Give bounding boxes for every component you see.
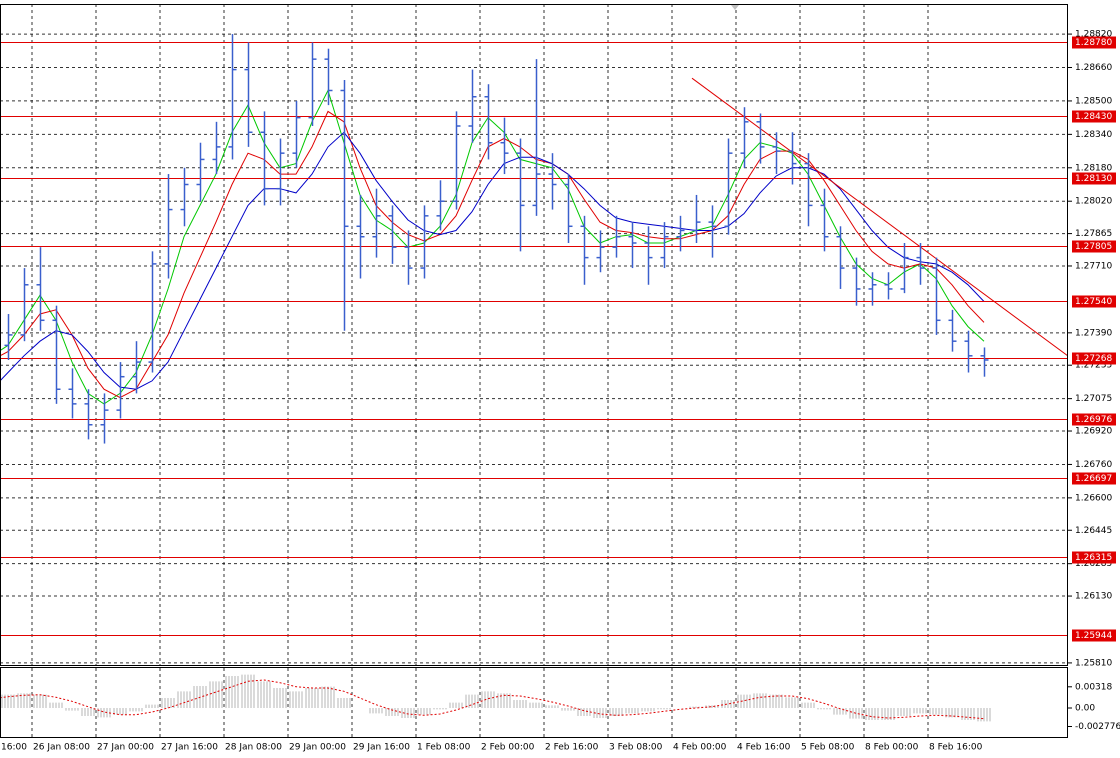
y-tick-label: 1.27235 xyxy=(1075,361,1112,371)
trend-line xyxy=(691,77,1068,357)
y-tick-label: 1.27390 xyxy=(1075,328,1112,338)
level-label-box xyxy=(1072,110,1116,123)
y-tick-label: 1.26600 xyxy=(1075,493,1112,503)
x-tick-label: 2 Feb 16:00 xyxy=(545,743,599,753)
price-panel xyxy=(0,4,1068,665)
osc-y-tick-label: 0.00318 xyxy=(1075,682,1112,692)
level-label: 1.26697 xyxy=(1075,474,1112,484)
x-tick-label: 27 Jan 16:00 xyxy=(161,743,218,753)
axes: 1.28820 1.28660 1.28500 1.28340 1.28180 1.280… xyxy=(1,30,1120,753)
x-tick-label: 16:00 xyxy=(1,743,27,753)
x-tick-label: 8 Feb 16:00 xyxy=(929,743,983,753)
x-tick-label: 4 Feb 16:00 xyxy=(737,743,791,753)
level-label: 1.26976 xyxy=(1075,415,1112,425)
osc-y-tick-label: 0.00 xyxy=(1075,704,1095,714)
x-tick-label: 1 Feb 08:00 xyxy=(417,743,471,753)
y-tick-label: 1.26920 xyxy=(1075,427,1112,437)
y-tick-label: 1.27075 xyxy=(1075,394,1112,404)
level-label-box xyxy=(1072,352,1116,365)
level-label-box xyxy=(1072,36,1116,49)
y-tick-label: 1.26445 xyxy=(1075,526,1112,536)
x-tick-label: 26 Jan 08:00 xyxy=(33,743,90,753)
x-tick-label: 29 Jan 16:00 xyxy=(353,743,410,753)
y-tick-label: 1.28020 xyxy=(1075,197,1112,207)
moving-average-line xyxy=(0,89,985,405)
x-tick-label: 4 Feb 00:00 xyxy=(673,743,727,753)
y-tick-label: 1.27865 xyxy=(1075,229,1112,239)
shift-marker xyxy=(731,5,739,10)
oscillator-panel xyxy=(0,668,991,738)
level-label-box xyxy=(1072,551,1116,564)
x-tick-label: 3 Feb 08:00 xyxy=(609,743,663,753)
level-label-box xyxy=(1072,240,1116,253)
y-tick-label: 1.26285 xyxy=(1075,559,1112,569)
y-tick-label: 1.27710 xyxy=(1075,261,1112,271)
y-tick-label: 1.26130 xyxy=(1075,592,1112,602)
level-label: 1.26315 xyxy=(1075,553,1112,563)
level-label: 1.25944 xyxy=(1075,631,1112,641)
y-tick-label: 1.28340 xyxy=(1075,130,1112,140)
level-label: 1.27268 xyxy=(1075,354,1112,364)
level-label: 1.28130 xyxy=(1075,174,1112,184)
y-tick-label: 1.26760 xyxy=(1075,460,1112,470)
x-tick-label: 8 Feb 00:00 xyxy=(865,743,919,753)
y-tick-label: 1.28500 xyxy=(1075,96,1112,106)
level-label: 1.28780 xyxy=(1075,38,1112,48)
x-tick-label: 27 Jan 00:00 xyxy=(97,743,154,753)
x-tick-label: 5 Feb 08:00 xyxy=(801,743,855,753)
osc-y-tick-label: -0.002776 xyxy=(1075,722,1120,732)
level-label: 1.28430 xyxy=(1075,112,1112,122)
signal-line xyxy=(0,679,985,720)
price-frame xyxy=(0,4,1068,666)
y-tick-label: 1.28660 xyxy=(1075,63,1112,73)
level-label-box xyxy=(1072,172,1116,185)
level-label-box xyxy=(1072,413,1116,426)
x-tick-label: 28 Jan 08:00 xyxy=(225,743,282,753)
y-tick-label: 1.25810 xyxy=(1075,658,1112,668)
y-tick-label: 1.28180 xyxy=(1075,163,1112,173)
level-label: 1.27540 xyxy=(1075,297,1112,307)
oscillator-frame xyxy=(0,667,1068,738)
x-tick-label: 2 Feb 00:00 xyxy=(481,743,535,753)
moving-average-line xyxy=(0,131,985,390)
level-label-box xyxy=(1072,295,1116,308)
x-tick-label: 29 Jan 00:00 xyxy=(289,743,346,753)
level-label-box xyxy=(1072,629,1116,642)
level-label: 1.27805 xyxy=(1075,242,1112,252)
level-label-box xyxy=(1072,472,1116,485)
y-tick-label: 1.28820 xyxy=(1075,30,1112,40)
